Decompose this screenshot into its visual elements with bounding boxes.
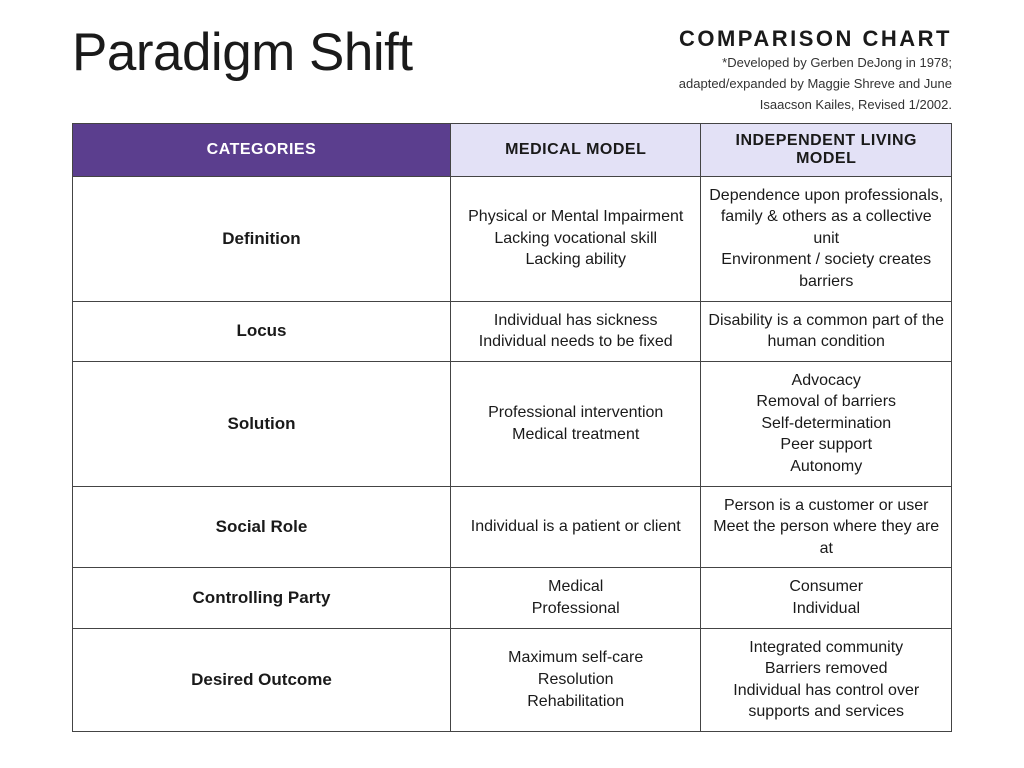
category-cell: Controlling Party: [73, 568, 451, 628]
cell-line: Peer support: [707, 434, 945, 456]
il-cell: ConsumerIndividual: [701, 568, 952, 628]
table-row: Desired OutcomeMaximum self-careResoluti…: [73, 628, 952, 731]
category-cell: Definition: [73, 176, 451, 301]
cell-line: Professional intervention: [457, 402, 695, 424]
cell-line: Removal of barriers: [707, 391, 945, 413]
subtitle-line-2: adapted/expanded by Maggie Shreve and Ju…: [679, 75, 952, 94]
cell-line: Barriers removed: [707, 658, 945, 680]
col-header-il: INDEPENDENT LIVING MODEL: [701, 123, 952, 176]
cell-line: Person is a customer or user: [707, 495, 945, 517]
cell-line: Individual has sickness: [457, 310, 695, 332]
comparison-chart-label: COMPARISON CHART: [679, 26, 952, 52]
cell-line: Medical: [457, 576, 695, 598]
cell-line: Advocacy: [707, 370, 945, 392]
category-cell: Locus: [73, 301, 451, 361]
col-header-medical: MEDICAL MODEL: [450, 123, 701, 176]
medical-cell: MedicalProfessional: [450, 568, 701, 628]
medical-cell: Physical or Mental ImpairmentLacking voc…: [450, 176, 701, 301]
medical-cell: Professional interventionMedical treatme…: [450, 361, 701, 486]
category-cell: Solution: [73, 361, 451, 486]
cell-line: Autonomy: [707, 456, 945, 478]
cell-line: Dependence upon professionals, family & …: [707, 185, 945, 250]
category-cell: Desired Outcome: [73, 628, 451, 731]
il-cell: Person is a customer or userMeet the per…: [701, 486, 952, 568]
header-row: Paradigm Shift COMPARISON CHART *Develop…: [72, 26, 952, 115]
cell-line: Consumer: [707, 576, 945, 598]
table-header-row: CATEGORIES MEDICAL MODEL INDEPENDENT LIV…: [73, 123, 952, 176]
header-sub-block: COMPARISON CHART *Developed by Gerben De…: [679, 26, 952, 115]
table-body: DefinitionPhysical or Mental ImpairmentL…: [73, 176, 952, 731]
cell-line: Physical or Mental Impairment: [457, 206, 695, 228]
category-cell: Social Role: [73, 486, 451, 568]
col-header-categories: CATEGORIES: [73, 123, 451, 176]
page-title: Paradigm Shift: [72, 26, 413, 79]
cell-line: Individual: [707, 598, 945, 620]
cell-line: Disability is a common part of the human…: [707, 310, 945, 353]
subtitle-line-1: *Developed by Gerben DeJong in 1978;: [679, 54, 952, 73]
cell-line: Resolution: [457, 669, 695, 691]
cell-line: Lacking ability: [457, 249, 695, 271]
subtitle-line-3: Isaacson Kailes, Revised 1/2002.: [679, 96, 952, 115]
table-row: DefinitionPhysical or Mental ImpairmentL…: [73, 176, 952, 301]
table-row: SolutionProfessional interventionMedical…: [73, 361, 952, 486]
cell-line: Meet the person where they are at: [707, 516, 945, 559]
cell-line: Rehabilitation: [457, 691, 695, 713]
cell-line: Individual is a patient or client: [457, 516, 695, 538]
cell-line: Self-determination: [707, 413, 945, 435]
il-cell: Dependence upon professionals, family & …: [701, 176, 952, 301]
table-row: LocusIndividual has sicknessIndividual n…: [73, 301, 952, 361]
comparison-table: CATEGORIES MEDICAL MODEL INDEPENDENT LIV…: [72, 123, 952, 732]
il-cell: AdvocacyRemoval of barriersSelf-determin…: [701, 361, 952, 486]
medical-cell: Maximum self-careResolutionRehabilitatio…: [450, 628, 701, 731]
medical-cell: Individual is a patient or client: [450, 486, 701, 568]
cell-line: Medical treatment: [457, 424, 695, 446]
cell-line: Environment / society creates barriers: [707, 249, 945, 292]
table-row: Social Role Individual is a patient or cl…: [73, 486, 952, 568]
medical-cell: Individual has sicknessIndividual needs …: [450, 301, 701, 361]
cell-line: Maximum self-care: [457, 647, 695, 669]
il-cell: Disability is a common part of the human…: [701, 301, 952, 361]
il-cell: Integrated communityBarriers removedIndi…: [701, 628, 952, 731]
cell-line: Individual needs to be fixed: [457, 331, 695, 353]
cell-line: Professional: [457, 598, 695, 620]
table-row: Controlling PartyMedicalProfessionalCons…: [73, 568, 952, 628]
cell-line: Lacking vocational skill: [457, 228, 695, 250]
cell-line: Integrated community: [707, 637, 945, 659]
cell-line: Individual has control over supports and…: [707, 680, 945, 723]
